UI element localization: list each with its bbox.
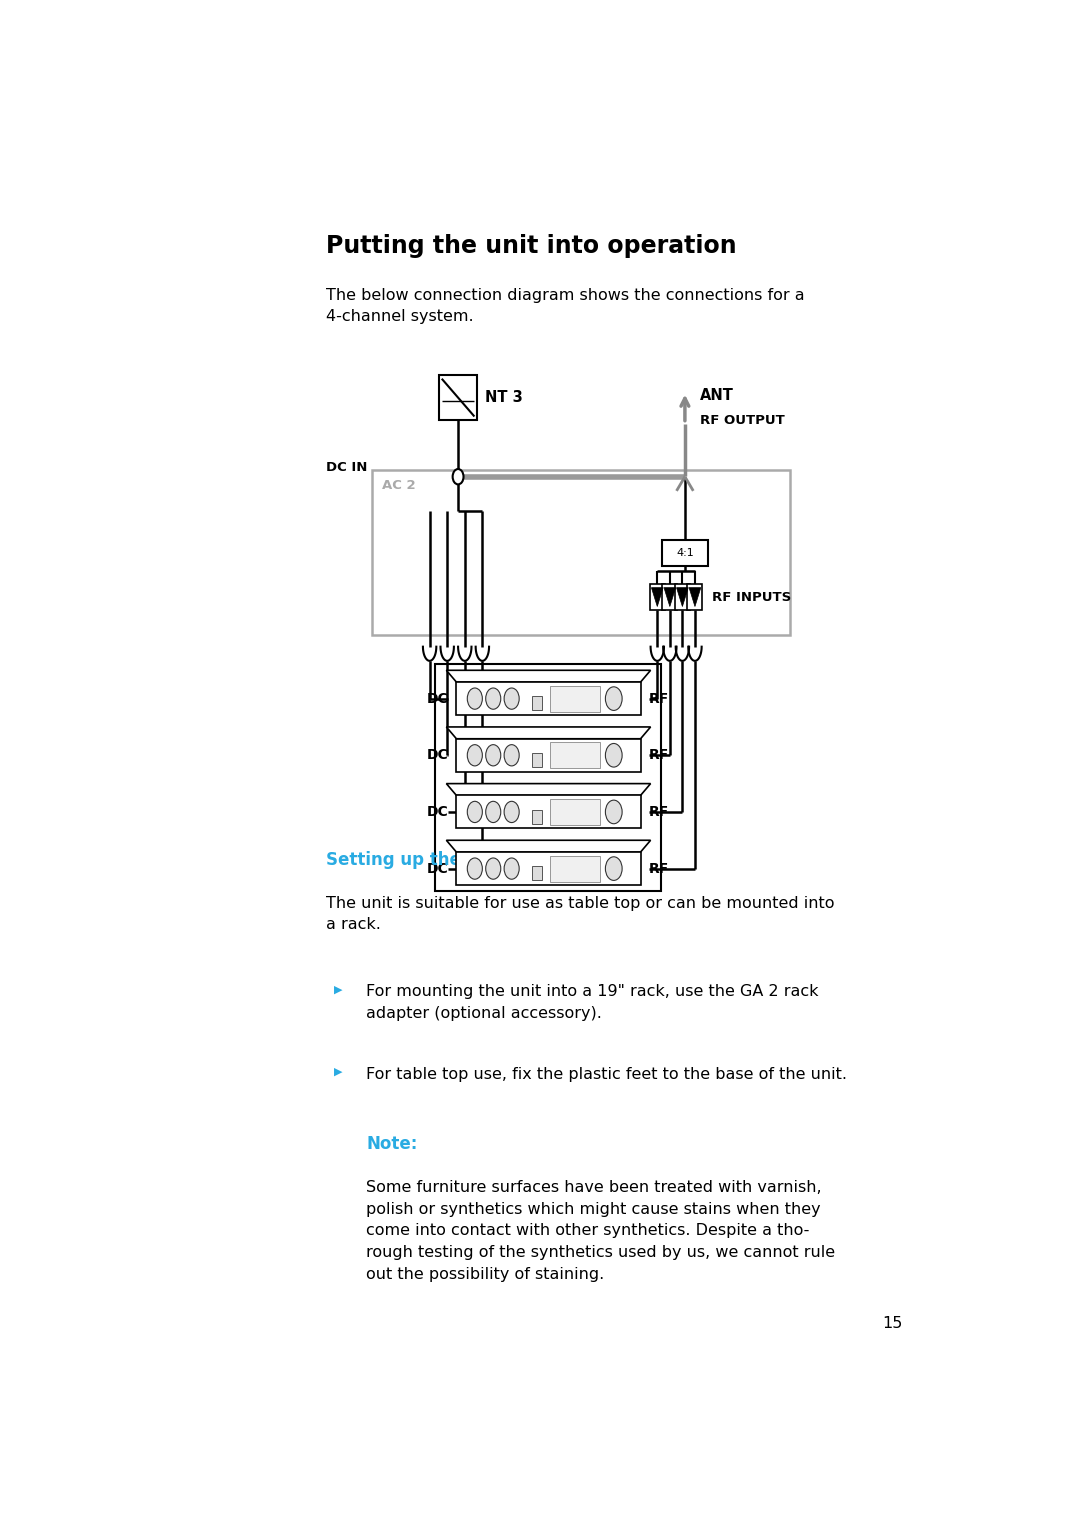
Text: Some furniture surfaces have been treated with varnish,
polish or synthetics whi: Some furniture surfaces have been treate… — [366, 1180, 835, 1282]
Text: RF OUTPUT: RF OUTPUT — [700, 414, 785, 426]
Bar — [550, 685, 600, 711]
Bar — [662, 541, 707, 566]
Text: The unit is suitable for use as table top or can be mounted into
a rack.: The unit is suitable for use as table to… — [326, 895, 835, 932]
Circle shape — [486, 688, 501, 710]
Bar — [457, 796, 640, 828]
Polygon shape — [664, 587, 676, 607]
Text: DC: DC — [427, 862, 448, 875]
Text: Setting up the unit: Setting up the unit — [326, 851, 503, 869]
Circle shape — [486, 802, 501, 823]
Polygon shape — [676, 587, 688, 607]
Circle shape — [468, 802, 483, 823]
Circle shape — [468, 745, 483, 766]
Polygon shape — [446, 670, 650, 682]
Text: NT 3: NT 3 — [485, 389, 523, 405]
Circle shape — [606, 800, 622, 823]
Text: DC IN: DC IN — [326, 461, 367, 474]
Text: 15: 15 — [882, 1317, 903, 1331]
Bar — [662, 584, 677, 610]
Text: The below connection diagram shows the connections for a
4-channel system.: The below connection diagram shows the c… — [326, 288, 805, 325]
Circle shape — [486, 858, 501, 880]
Bar — [650, 584, 665, 610]
Circle shape — [504, 745, 519, 766]
Bar — [531, 809, 542, 823]
Text: RF: RF — [649, 805, 670, 819]
Polygon shape — [689, 587, 701, 607]
Text: Putting the unit into operation: Putting the unit into operation — [326, 233, 737, 258]
Text: DC: DC — [427, 691, 448, 705]
Bar — [531, 866, 542, 880]
Text: RF: RF — [649, 862, 670, 875]
Text: For table top use, fix the plastic feet to the base of the unit.: For table top use, fix the plastic feet … — [366, 1067, 847, 1082]
Bar — [531, 753, 542, 766]
Bar — [531, 696, 542, 710]
Polygon shape — [651, 587, 663, 607]
Circle shape — [504, 858, 519, 880]
Text: DC: DC — [427, 748, 448, 762]
Text: RF: RF — [649, 691, 670, 705]
Circle shape — [504, 802, 519, 823]
Text: 4:1: 4:1 — [676, 549, 693, 558]
Bar — [440, 376, 477, 420]
Bar — [457, 739, 640, 771]
Circle shape — [453, 469, 463, 484]
Text: ▶: ▶ — [334, 1067, 342, 1076]
Text: Note:: Note: — [366, 1136, 417, 1153]
Circle shape — [606, 857, 622, 880]
Text: ANT: ANT — [700, 388, 733, 403]
Bar — [435, 664, 661, 891]
Text: ▶: ▶ — [334, 984, 342, 995]
Bar — [457, 682, 640, 714]
Polygon shape — [446, 727, 650, 739]
Bar — [550, 799, 600, 825]
Circle shape — [486, 745, 501, 766]
Bar — [688, 584, 702, 610]
Text: AC 2: AC 2 — [382, 478, 416, 492]
Text: For mounting the unit into a 19" rack, use the GA 2 rack
adapter (optional acces: For mounting the unit into a 19" rack, u… — [366, 984, 819, 1021]
Bar — [550, 742, 600, 768]
Text: DC: DC — [427, 805, 448, 819]
Circle shape — [504, 688, 519, 710]
Circle shape — [606, 744, 622, 766]
Text: RF: RF — [649, 748, 670, 762]
Circle shape — [468, 688, 483, 710]
Bar — [457, 852, 640, 885]
Bar — [372, 469, 791, 635]
Polygon shape — [446, 840, 650, 852]
Bar — [675, 584, 690, 610]
Text: RF INPUTS: RF INPUTS — [712, 590, 791, 604]
Polygon shape — [446, 783, 650, 796]
Circle shape — [606, 687, 622, 710]
Circle shape — [468, 858, 483, 880]
Bar — [550, 855, 600, 881]
